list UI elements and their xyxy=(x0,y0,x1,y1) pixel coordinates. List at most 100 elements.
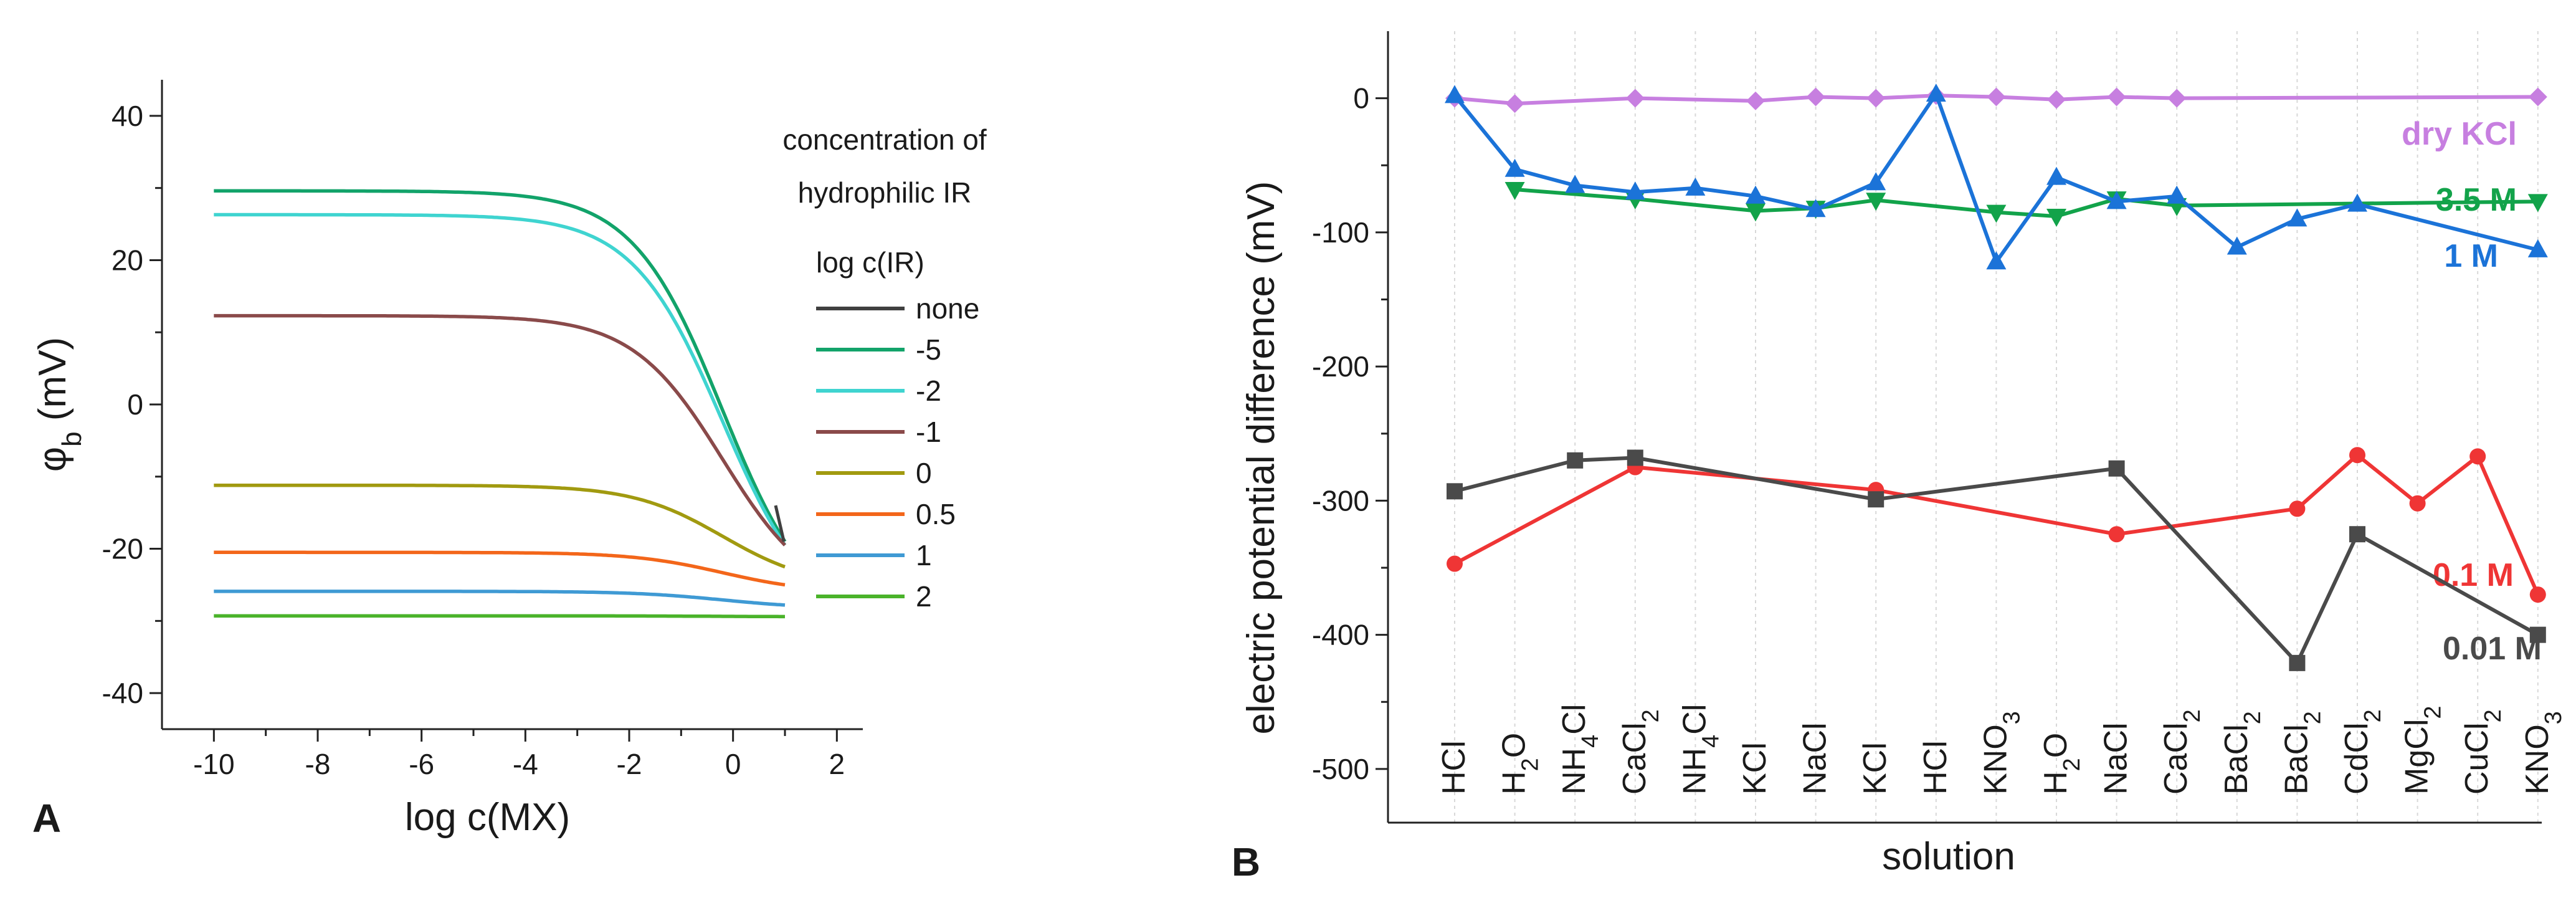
panel-b-category-label: KCl xyxy=(1857,742,1893,795)
panel-b-series-label-0.1-M: 0.1 M xyxy=(2433,557,2514,593)
panel-b-marker-dry-KCl xyxy=(2167,88,2187,108)
panel-b-x-axis-title: solution xyxy=(1882,835,2015,878)
panel-b-category-label: KNO3 xyxy=(1977,711,2025,795)
panel-a-legend-label--2: -2 xyxy=(916,375,941,407)
panel-a-legend-header: log c(IR) xyxy=(816,246,924,279)
panel-a-curve-0.5 xyxy=(214,550,786,587)
panel-b-marker-1-M xyxy=(1805,199,1826,217)
panel-a-x-tick-label: -6 xyxy=(409,748,434,780)
panel-b-marker-0.01-M xyxy=(2349,526,2365,543)
panel-b-category-label: CuCl2 xyxy=(2459,709,2506,795)
panel-b-category-label: HCl xyxy=(1918,740,1954,795)
panel-a-legend-title-line1: concentration of xyxy=(782,123,987,156)
panel-b-marker-0.01-M xyxy=(2289,654,2306,671)
panel-b-series-label-3.5-M: 3.5 M xyxy=(2436,182,2517,218)
panel-b-marker-dry-KCl xyxy=(1746,91,1765,110)
panel-a-y-tick-label: 40 xyxy=(112,100,143,132)
panel-b-series-label-0.01-M: 0.01 M xyxy=(2443,631,2542,667)
panel-b-marker-0.1-M xyxy=(2409,495,2426,512)
panel-b-category-label: H2O xyxy=(2038,733,2085,795)
panel-b-label: B xyxy=(1232,839,1260,884)
panel-a-legend-label-0.5: 0.5 xyxy=(916,498,956,530)
panel-b-chart: 0 -100 -200 -300 -400 -500 electric potential … xyxy=(1232,31,2567,884)
panel-b-marker-1-M xyxy=(2046,166,2066,185)
panel-a-x-tick-label: 0 xyxy=(725,748,741,780)
panel-b-category-label: BaCl2 xyxy=(2278,711,2326,795)
panel-b-marker-0.01-M xyxy=(1447,483,1463,500)
panel-b-marker-0.1-M xyxy=(2289,500,2306,517)
panel-b-marker-3.5-M xyxy=(2046,209,2066,227)
panel-b-marker-0.01-M xyxy=(1627,449,1643,466)
panel-a-legend-label-2: 2 xyxy=(916,580,932,613)
panel-a-y-axis-title: φb (mV) xyxy=(31,337,87,472)
panel-b-marker-dry-KCl xyxy=(2528,87,2547,107)
panel-b-marker-1-M xyxy=(1746,185,1766,204)
panel-a-curve--5 xyxy=(214,189,787,543)
panel-b-marker-1-M xyxy=(2527,239,2548,257)
panel-a-y-tick-label: -40 xyxy=(102,677,143,709)
panel-b-marker-1-M xyxy=(1445,85,1465,103)
panel-a-curve-1 xyxy=(214,590,786,607)
panel-b-marker-dry-KCl xyxy=(1987,87,2006,107)
panel-b-marker-dry-KCl xyxy=(1625,88,1645,108)
panel-b-y-axis-title: electric potential difference (mV) xyxy=(1240,181,1283,735)
panel-b-marker-0.1-M xyxy=(2108,526,2125,543)
panel-b-marker-3.5-M xyxy=(1866,193,1886,211)
panel-b-category-label: HCl xyxy=(1436,740,1472,795)
panel-a-curve--1 xyxy=(214,313,786,547)
panel-a-legend-label-0: 0 xyxy=(916,457,932,489)
panel-b-marker-0.1-M xyxy=(2529,586,2546,603)
panel-b-y-tick-label: -100 xyxy=(1312,216,1369,249)
panel-a-legend-label--5: -5 xyxy=(916,333,941,366)
panel-b-marker-0.01-M xyxy=(1868,491,1884,508)
panel-b-line-3.5-M xyxy=(1514,188,2538,219)
panel-b-marker-3.5-M xyxy=(1504,182,1525,200)
panel-b-marker-3.5-M xyxy=(1986,204,2007,223)
panel-b-marker-0.1-M xyxy=(1447,555,1463,572)
panel-b-series-label-dry-KCl: dry KCl xyxy=(2402,116,2517,152)
panel-b-marker-1-M xyxy=(1504,158,1525,177)
panel-b-y-tick-label: -400 xyxy=(1312,619,1369,651)
panel-b-category-label: KNO3 xyxy=(2519,711,2567,795)
panel-b-series-label-1-M: 1 M xyxy=(2444,238,2498,274)
panel-b-marker-1-M xyxy=(2227,236,2247,255)
panel-a-legend-label-none: none xyxy=(916,292,979,325)
panel-a-x-tick-label: -8 xyxy=(305,748,331,780)
panel-b-category-label: CaCl2 xyxy=(1617,709,1664,795)
panel-b-marker-1-M xyxy=(1625,181,1645,200)
panel-a-curve-none xyxy=(774,505,786,542)
panel-a-x-tick-label: -10 xyxy=(193,748,234,780)
panel-b-y-tick-label: -200 xyxy=(1312,350,1369,383)
panel-b-marker-3.5-M xyxy=(2527,194,2548,213)
panel-b-marker-0.01-M xyxy=(2108,460,2125,477)
panel-b-category-label: BaCl2 xyxy=(2218,711,2266,795)
panel-b-y-tick-label: -300 xyxy=(1312,484,1369,517)
panel-a-curve-0 xyxy=(214,483,786,569)
panel-b-marker-1-M xyxy=(2347,193,2367,212)
panel-b-marker-dry-KCl xyxy=(2107,87,2126,107)
panel-b-category-label: MgCl2 xyxy=(2399,706,2446,795)
panel-b-marker-1-M xyxy=(2106,191,2127,209)
panel-a-x-axis-title: log c(MX) xyxy=(405,796,570,839)
panel-a-y-tick-label: 20 xyxy=(112,244,143,276)
panel-b-marker-dry-KCl xyxy=(1806,87,1825,107)
panel-b-marker-1-M xyxy=(2287,208,2307,227)
panel-b-marker-3.5-M xyxy=(1746,203,1766,222)
panel-a-x-tick-label: 2 xyxy=(829,748,845,780)
panel-b-marker-dry-KCl xyxy=(2047,90,2066,109)
panel-a-y-tick-label: -20 xyxy=(102,533,143,565)
panel-b-marker-1-M xyxy=(2167,185,2187,204)
panel-b-marker-1-M xyxy=(1565,174,1585,193)
panel-b-y-tick-label: 0 xyxy=(1353,82,1369,115)
panel-b-category-label: NaCl xyxy=(1797,722,1833,795)
panel-b-marker-0.01-M xyxy=(1567,452,1584,469)
panel-a-curve--2 xyxy=(214,213,787,547)
panel-a-label: A xyxy=(32,796,61,841)
panel-a-x-tick-label: -4 xyxy=(513,748,538,780)
panel-b-marker-0.01-M xyxy=(2529,626,2546,643)
panel-b-marker-1-M xyxy=(1986,251,2007,270)
panel-b-category-label: NaCl xyxy=(2098,722,2134,795)
panel-b-marker-1-M xyxy=(1866,172,1886,191)
